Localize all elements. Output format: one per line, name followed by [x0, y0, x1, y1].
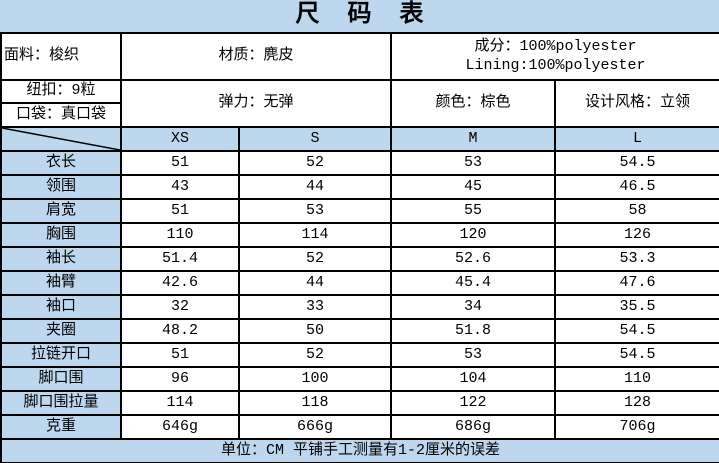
composition-line-1: 成分：100%polyester	[474, 37, 637, 55]
measurement-label: 领围	[0, 174, 122, 200]
size-value: 118	[238, 390, 392, 416]
size-value: 32	[120, 294, 240, 320]
size-value: 45	[390, 174, 556, 200]
size-value: 706g	[554, 414, 719, 440]
size-value: 48.2	[120, 318, 240, 344]
composition-cell: 成分：100%polyester Lining:100%polyester	[390, 32, 719, 81]
size-value: 110	[554, 366, 719, 392]
size-value: 54.5	[554, 318, 719, 344]
diagonal-line-icon	[2, 128, 120, 150]
size-value: 51.8	[390, 318, 556, 344]
buttons-cell: 纽扣：9粒	[0, 79, 122, 104]
size-value: 53	[238, 198, 392, 224]
size-value: 52	[238, 150, 392, 176]
size-value: 58	[554, 198, 719, 224]
measurement-label: 脚口围拉量	[0, 390, 122, 416]
measurement-row: 拉链开口 51 52 53 54.5	[0, 342, 719, 368]
size-value: 44	[238, 174, 392, 200]
size-value: 128	[554, 390, 719, 416]
size-value: 46.5	[554, 174, 719, 200]
size-value: 104	[390, 366, 556, 392]
measurement-label: 脚口围	[0, 366, 122, 392]
chart-title: 尺 码 表	[1, 0, 719, 34]
size-value: 47.6	[554, 270, 719, 296]
size-value: 51	[120, 342, 240, 368]
size-value: 42.6	[120, 270, 240, 296]
size-value: 100	[238, 366, 392, 392]
size-column-header: S	[238, 126, 392, 152]
elasticity-cell: 弹力：无弹	[120, 79, 392, 128]
size-value: 686g	[390, 414, 556, 440]
material-cell: 材质：麂皮	[120, 32, 392, 81]
size-value: 51	[120, 150, 240, 176]
size-value: 114	[120, 390, 240, 416]
composition-line-2: Lining:100%polyester	[465, 56, 646, 74]
measurement-row: 胸围 110 114 120 126	[0, 222, 719, 248]
size-value: 45.4	[390, 270, 556, 296]
size-value: 52.6	[390, 246, 556, 272]
size-value: 110	[120, 222, 240, 248]
size-value: 54.5	[554, 150, 719, 176]
measurement-row: 袖长 51.4 52 52.6 53.3	[0, 246, 719, 272]
measurement-label: 衣长	[0, 150, 122, 176]
size-value: 96	[120, 366, 240, 392]
size-value: 55	[390, 198, 556, 224]
size-value: 54.5	[554, 342, 719, 368]
size-value: 51	[120, 198, 240, 224]
measurement-row: 衣长 51 52 53 54.5	[0, 150, 719, 176]
info-row-2a: 纽扣：9粒 弹力：无弹 颜色：棕色 设计风格：立领	[0, 79, 719, 128]
size-column-header: XS	[120, 126, 240, 152]
size-value: 646g	[120, 414, 240, 440]
color-cell: 颜色：棕色	[390, 79, 556, 128]
title-row: 尺 码 表	[1, 0, 719, 34]
measurement-row: 袖臂 42.6 44 45.4 47.6	[0, 270, 719, 296]
size-value: 35.5	[554, 294, 719, 320]
size-value: 114	[238, 222, 392, 248]
size-header-row: XS S M L	[0, 126, 719, 152]
measurement-row: 袖口 32 33 34 35.5	[0, 294, 719, 320]
footer-row: 单位：CM 平铺手工测量有1-2厘米的误差	[0, 438, 719, 463]
size-value: 51.4	[120, 246, 240, 272]
measurement-label: 肩宽	[0, 198, 122, 224]
size-value: 122	[390, 390, 556, 416]
unit-note: 单位：CM 平铺手工测量有1-2厘米的误差	[0, 438, 719, 463]
measurement-row: 脚口围拉量 114 118 122 128	[0, 390, 719, 416]
measurement-label: 袖臂	[0, 270, 122, 296]
measurement-label: 夹圈	[0, 318, 122, 344]
size-value: 50	[238, 318, 392, 344]
size-column-header: L	[554, 126, 719, 152]
pocket-cell: 口袋：真口袋	[0, 102, 122, 128]
measurement-row: 肩宽 51 53 55 58	[0, 198, 719, 224]
size-value: 126	[554, 222, 719, 248]
size-value: 52	[238, 342, 392, 368]
measurement-row: 领围 43 44 45 46.5	[0, 174, 719, 200]
size-value: 53.3	[554, 246, 719, 272]
fabric-cell: 面料：梭织	[0, 32, 122, 81]
size-value: 120	[390, 222, 556, 248]
size-value: 34	[390, 294, 556, 320]
measurement-label: 克重	[0, 414, 122, 440]
measurement-label: 袖长	[0, 246, 122, 272]
info-row-1: 面料：梭织 材质：麂皮 成分：100%polyester Lining:100%…	[0, 32, 719, 81]
diagonal-header-cell	[0, 126, 122, 152]
size-value: 43	[120, 174, 240, 200]
size-value: 53	[390, 150, 556, 176]
measurement-label: 袖口	[0, 294, 122, 320]
measurement-label: 拉链开口	[0, 342, 122, 368]
design-style-cell: 设计风格：立领	[554, 79, 719, 128]
size-column-header: M	[390, 126, 556, 152]
info-row-2b: 口袋：真口袋	[0, 102, 719, 128]
size-value: 52	[238, 246, 392, 272]
size-value: 44	[238, 270, 392, 296]
size-value: 666g	[238, 414, 392, 440]
size-value: 53	[390, 342, 556, 368]
measurement-row: 夹圈 48.2 50 51.8 54.5	[0, 318, 719, 344]
measurement-row: 克重 646g 666g 686g 706g	[0, 414, 719, 440]
size-value: 33	[238, 294, 392, 320]
measurement-label: 胸围	[0, 222, 122, 248]
measurement-row: 脚口围 96 100 104 110	[0, 366, 719, 392]
